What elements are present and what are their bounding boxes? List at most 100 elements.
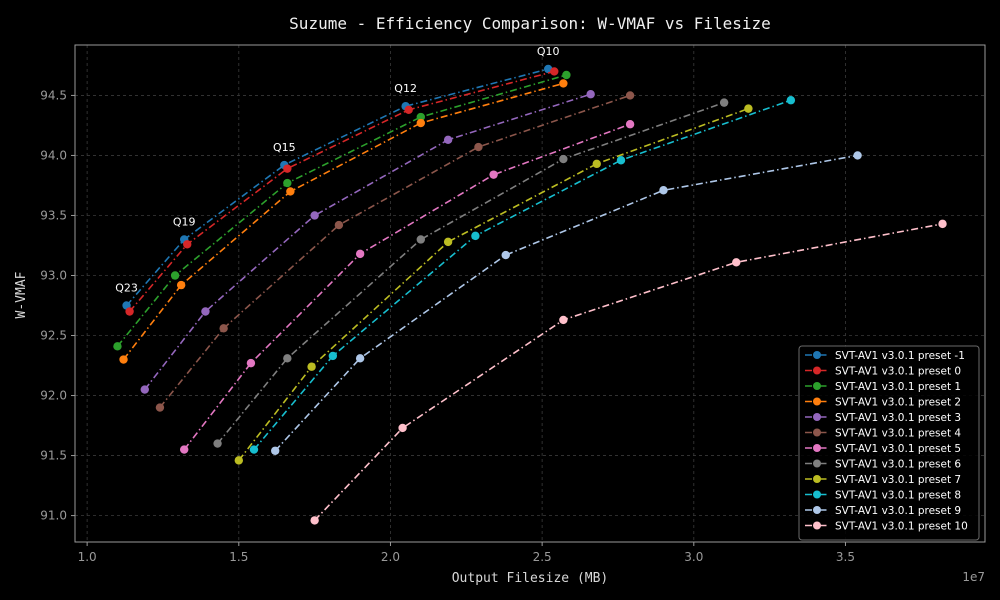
data-point <box>219 324 228 333</box>
series-preset-0 <box>125 67 559 316</box>
quality-annotation: Q12 <box>394 82 417 95</box>
x-axis-offset-label: 1e7 <box>962 570 985 584</box>
data-point <box>616 156 626 165</box>
data-point <box>592 159 601 169</box>
legend-label: SVT-AV1 v3.0.1 preset 5 <box>835 443 961 455</box>
data-point <box>140 385 149 394</box>
legend-item: SVT-AV1 v3.0.1 preset 4 <box>805 428 961 440</box>
series-line <box>274 154 858 452</box>
data-point <box>501 250 510 260</box>
y-tick-label: 94.5 <box>40 88 67 102</box>
legend-item: SVT-AV1 v3.0.1 preset 2 <box>805 397 961 409</box>
legend-item: SVT-AV1 v3.0.1 preset 6 <box>805 459 961 471</box>
data-point <box>559 315 568 325</box>
x-tick-label: 3.0 <box>684 550 703 564</box>
data-point <box>471 231 480 241</box>
x-tick-label: 2.5 <box>533 550 552 564</box>
quality-annotations: Q23 Q19 Q15 Q12 Q10 <box>115 45 559 294</box>
data-point <box>416 112 425 122</box>
x-tick-label: 1.0 <box>78 550 97 564</box>
data-point <box>328 351 338 361</box>
data-point <box>125 307 134 316</box>
y-tick-label: 93.5 <box>40 208 67 222</box>
series-preset-2 <box>119 79 568 364</box>
legend-item: SVT-AV1 v3.0.1 preset 8 <box>805 490 961 502</box>
quality-annotation: Q23 <box>115 282 138 295</box>
data-point <box>404 105 413 115</box>
plot-area-frame <box>74 44 986 543</box>
data-point <box>283 354 292 363</box>
chart-title: Suzume - Efficiency Comparison: W-VMAF v… <box>289 14 771 33</box>
legend-label: SVT-AV1 v3.0.1 preset 3 <box>835 412 961 424</box>
y-tick-label: 93.0 <box>40 268 67 282</box>
legend-marker <box>813 351 821 359</box>
y-tick-label: 91.0 <box>40 509 67 523</box>
data-point <box>744 104 753 113</box>
legend-label: SVT-AV1 v3.0.1 preset 10 <box>835 521 968 533</box>
data-point <box>119 355 128 364</box>
data-point <box>559 154 568 164</box>
series-line <box>125 68 549 307</box>
legend: SVT-AV1 v3.0.1 preset -1 SVT-AV1 v3.0.1 p… <box>798 345 980 541</box>
data-point <box>113 342 122 351</box>
legend-label: SVT-AV1 v3.0.1 preset 4 <box>835 428 961 440</box>
data-point <box>283 164 292 173</box>
data-point <box>719 98 729 107</box>
data-point <box>659 186 668 195</box>
quality-annotation: Q19 <box>173 215 196 228</box>
data-point <box>249 445 259 454</box>
data-point <box>155 403 165 412</box>
data-point <box>786 96 796 105</box>
y-axis-title: W-VMAF <box>14 271 29 318</box>
legend-marker <box>813 444 821 452</box>
data-point <box>283 178 292 188</box>
series-preset-9 <box>271 151 862 455</box>
data-point <box>474 142 483 152</box>
data-point <box>938 219 947 229</box>
legend-label: SVT-AV1 v3.0.1 preset 9 <box>835 505 961 517</box>
data-point <box>213 439 222 448</box>
legend-marker <box>813 366 821 375</box>
legend-marker <box>813 428 821 437</box>
legend-marker <box>813 490 821 499</box>
series-preset-6 <box>213 98 729 448</box>
series-preset-10 <box>310 219 947 525</box>
data-point <box>355 354 365 363</box>
x-axis-title: Output Filesize (MB) <box>452 571 609 586</box>
data-point <box>443 237 453 247</box>
data-point <box>550 67 559 76</box>
data-point <box>355 249 365 259</box>
data-point <box>310 516 319 525</box>
series-preset-1 <box>113 70 571 351</box>
legend-item: SVT-AV1 v3.0.1 preset 9 <box>805 505 961 517</box>
legend-label: SVT-AV1 v3.0.1 preset -1 <box>835 350 965 362</box>
series-preset-5 <box>180 120 635 454</box>
y-tick-label: 94.0 <box>40 148 67 162</box>
legend-label: SVT-AV1 v3.0.1 preset 8 <box>835 490 961 502</box>
data-point <box>586 90 595 99</box>
axis-ticks: 1.0 1.5 2.0 2.5 3.0 3.5 91.0 91.5 92.0 92.5 93.0 93… <box>40 88 855 564</box>
legend-marker <box>813 382 821 390</box>
data-point <box>234 456 243 465</box>
data-series <box>113 64 947 525</box>
y-tick-label: 92.0 <box>40 389 67 403</box>
data-point <box>176 280 186 290</box>
legend-label: SVT-AV1 v3.0.1 preset 2 <box>835 397 961 409</box>
data-point <box>286 187 295 196</box>
series-preset-8 <box>249 96 796 454</box>
legend-item: SVT-AV1 v3.0.1 preset -1 <box>805 350 965 362</box>
data-point <box>310 211 319 220</box>
data-point <box>853 151 862 160</box>
legend-item: SVT-AV1 v3.0.1 preset 3 <box>805 412 961 424</box>
legend-item: SVT-AV1 v3.0.1 preset 10 <box>805 521 968 533</box>
data-point <box>398 423 407 433</box>
series-line <box>159 94 631 409</box>
legend-box <box>798 345 980 541</box>
data-point <box>246 358 256 368</box>
series-preset-3 <box>140 90 595 394</box>
y-tick-label: 92.5 <box>40 329 67 343</box>
legend-item: SVT-AV1 v3.0.1 preset 1 <box>805 381 961 393</box>
data-point <box>416 235 425 244</box>
legend-marker <box>813 459 821 468</box>
